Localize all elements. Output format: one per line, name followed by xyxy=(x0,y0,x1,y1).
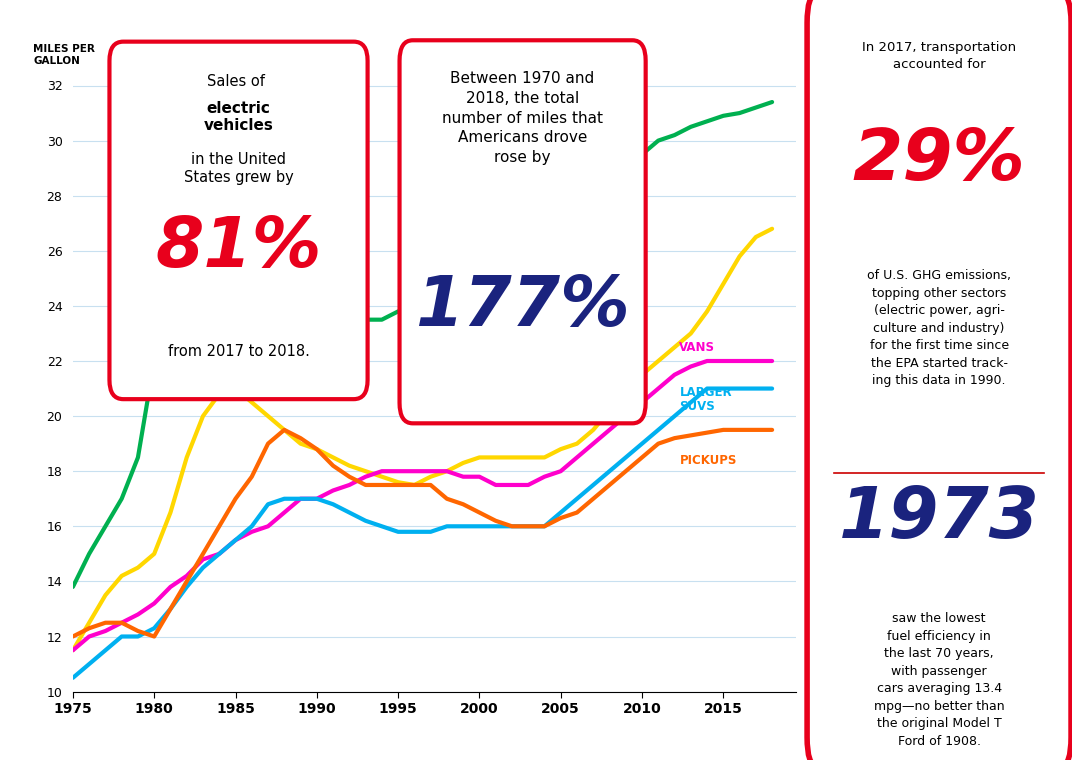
Text: 81%: 81% xyxy=(155,214,322,281)
Text: In 2017, transportation
accounted for: In 2017, transportation accounted for xyxy=(862,41,1016,71)
Text: SMALLER
SUVS: SMALLER SUVS xyxy=(457,375,518,402)
Text: MILES PER
GALLON: MILES PER GALLON xyxy=(33,43,95,66)
Text: 29%: 29% xyxy=(852,126,1026,195)
Text: LARGER
SUVS: LARGER SUVS xyxy=(680,386,732,413)
Text: of U.S. GHG emissions,
topping other sectors
(electric power, agri-
culture and : of U.S. GHG emissions, topping other sec… xyxy=(867,269,1011,388)
Text: in the United
States grew by: in the United States grew by xyxy=(183,152,294,185)
FancyBboxPatch shape xyxy=(109,42,368,399)
Text: 1973: 1973 xyxy=(838,483,1040,553)
Text: PICKUPS: PICKUPS xyxy=(680,454,736,467)
Text: VANS: VANS xyxy=(680,340,715,353)
Text: Between 1970 and
2018, the total
number of miles that
Americans drove
rose by: Between 1970 and 2018, the total number … xyxy=(442,71,604,165)
Text: Sales of: Sales of xyxy=(207,74,270,89)
FancyBboxPatch shape xyxy=(807,0,1071,760)
Text: 177%: 177% xyxy=(415,273,630,340)
FancyBboxPatch shape xyxy=(400,40,645,423)
Text: electric
vehicles: electric vehicles xyxy=(204,101,273,133)
Text: SEDAN/
WAGON: SEDAN/ WAGON xyxy=(478,232,530,259)
Text: saw the lowest
fuel efficiency in
the last 70 years,
with passenger
cars averagi: saw the lowest fuel efficiency in the la… xyxy=(874,613,1004,748)
Text: from 2017 to 2018.: from 2017 to 2018. xyxy=(167,344,310,359)
